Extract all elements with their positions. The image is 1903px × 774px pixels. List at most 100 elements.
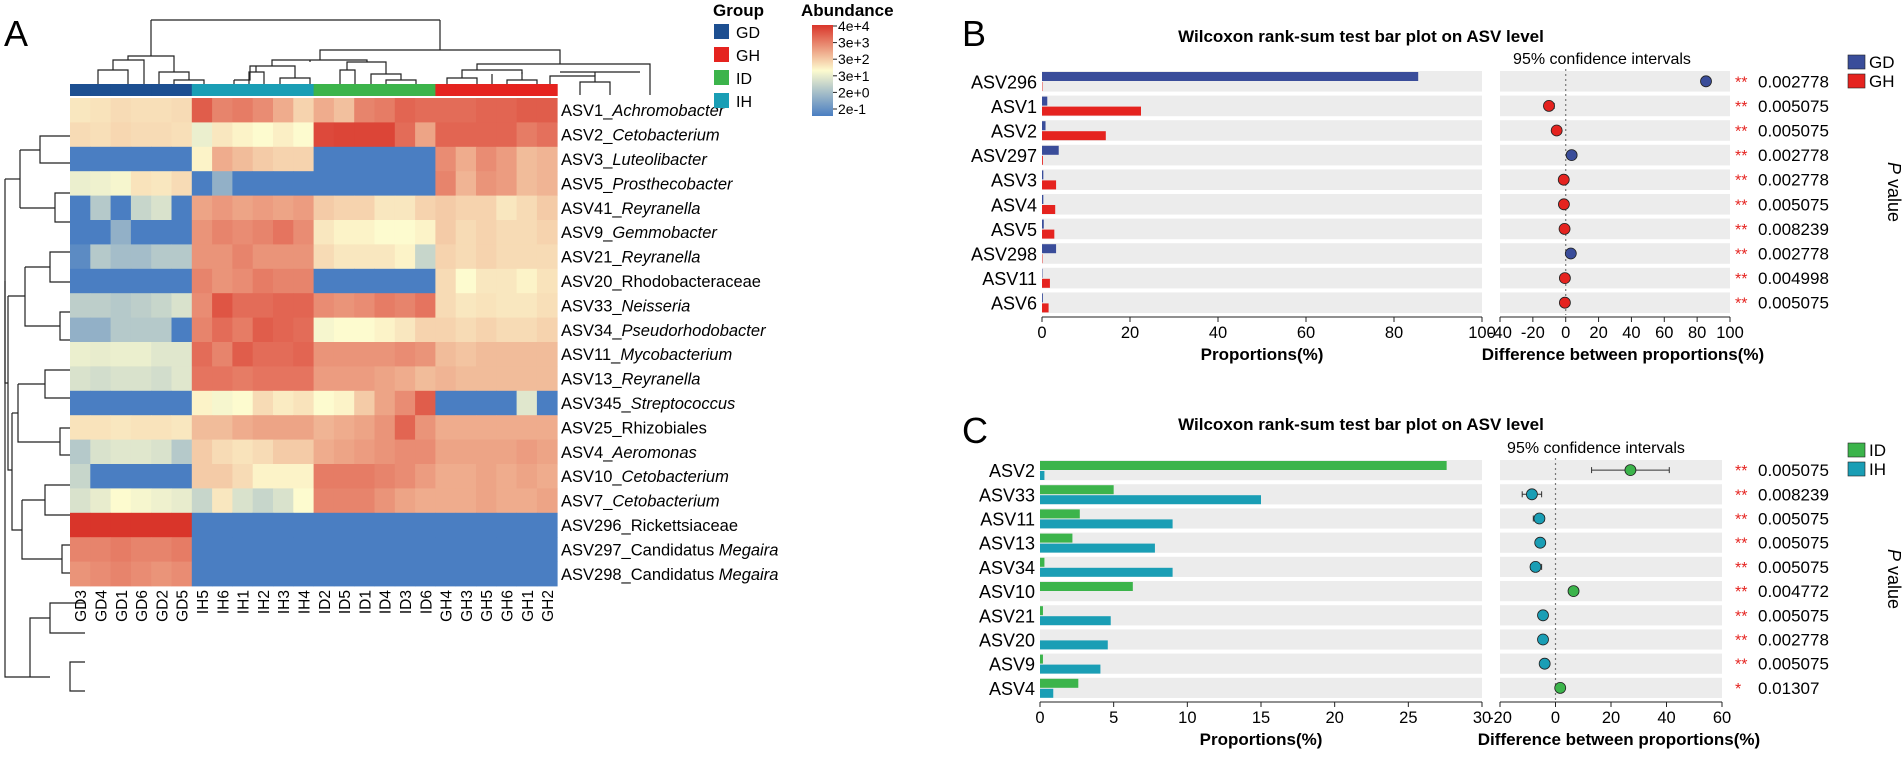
diff-tick-label: 40 (1622, 324, 1640, 342)
heatmap-cell (212, 122, 233, 148)
heatmap-cell (273, 293, 294, 318)
significance-stars: ** (1735, 512, 1747, 529)
heatmap-cell (212, 415, 233, 440)
heatmap-cell (394, 537, 416, 562)
heatmap-cell (130, 317, 152, 343)
bar-id (1040, 654, 1043, 664)
group-legend-swatch (714, 70, 729, 85)
category-label: ASV2 (989, 461, 1035, 481)
p-value: 0.01307 (1758, 679, 1819, 698)
heatmap-cell (333, 195, 355, 221)
heatmap-cell (273, 146, 294, 172)
significance-stars: ** (1735, 222, 1747, 239)
heatmap-cell (273, 488, 294, 514)
heatmap-cell (516, 268, 538, 294)
group-legend-swatch (714, 47, 729, 62)
heatmap-cell (110, 439, 132, 465)
bar-ih (1040, 495, 1261, 505)
bar-ih (1040, 567, 1173, 577)
heatmap-cell (435, 390, 457, 416)
heatmap-cell (191, 415, 213, 440)
heatmap-cell (496, 98, 517, 123)
heatmap-cell (516, 561, 538, 587)
heatmap-cell (536, 366, 558, 392)
group-bar-segment (273, 84, 294, 96)
group-bar-segment (212, 84, 233, 96)
heatmap-cell (516, 488, 538, 514)
row-band (1042, 243, 1482, 264)
heatmap-cell (130, 439, 152, 465)
heatmap-cell (232, 98, 254, 123)
heatmap-cell (252, 439, 274, 465)
diff-tick-label: 40 (1657, 709, 1675, 727)
heatmap-cell (151, 415, 172, 440)
p-value: 0.005075 (1758, 461, 1829, 480)
heatmap-cell (252, 464, 274, 489)
heatmap-cell (70, 415, 91, 440)
heatmap-cell (354, 537, 375, 562)
heatmap-cell (476, 244, 497, 270)
abundance-tick-label: 3e+1 (838, 68, 870, 84)
heatmap-cell (171, 342, 193, 367)
p-value: 0.008239 (1758, 485, 1829, 504)
heatmap-cell (394, 122, 416, 148)
p-value-axis-label: P value (1884, 549, 1903, 609)
heatmap-cell (415, 415, 436, 440)
diff-row-band (1500, 581, 1722, 602)
diff-point (1537, 633, 1549, 646)
heatmap-cell (232, 512, 254, 538)
heatmap-cell (476, 98, 497, 123)
group-legend-label: IH (736, 94, 752, 111)
heatmap-cell (496, 122, 517, 148)
row-label-taxon: Gemmobacter (612, 224, 718, 242)
row-label-taxon: Reyranella (622, 249, 701, 267)
row-label: ASV296_Rickettsiaceae (561, 517, 738, 535)
p-value-axis-label-italic: P (1884, 549, 1903, 561)
heatmap-cell (191, 512, 213, 538)
row-label-id: ASV2_ (561, 127, 613, 145)
category-label: ASV21 (979, 606, 1035, 626)
row-label: ASV41_Reyranella (561, 200, 700, 218)
row-label-id: ASV1_ (561, 102, 613, 120)
diff-tick-label: 80 (1688, 324, 1706, 342)
panel-c-ci-subtitle: 95% confidence intervals (1507, 440, 1685, 457)
heatmap-cell (110, 488, 132, 514)
column-label: GD3 (73, 590, 90, 622)
heatmap-cell (293, 488, 314, 514)
heatmap-cell (455, 390, 477, 416)
heatmap-cell (415, 537, 436, 562)
heatmap-cell (516, 512, 538, 538)
heatmap-cell (212, 268, 233, 294)
heatmap-cell (415, 220, 436, 245)
heatmap-cell (536, 171, 558, 196)
abundance-colorbar (812, 25, 833, 116)
heatmap-cell (496, 488, 517, 514)
heatmap-cell (252, 244, 274, 270)
heatmap-cell (70, 195, 91, 221)
bar-ih (1040, 616, 1111, 626)
heatmap-cell (394, 98, 416, 123)
row-label-id: ASV3_ (561, 151, 613, 169)
row-band (1040, 605, 1482, 626)
diff-tick-label: 20 (1589, 324, 1607, 342)
heatmap-cell (374, 171, 396, 196)
heatmap-cell (333, 488, 355, 514)
column-label: GH5 (479, 590, 496, 622)
x-tick-label: 40 (1209, 324, 1227, 342)
row-band (1042, 267, 1482, 289)
row-label: ASV1_Achromobacter (561, 102, 726, 120)
heatmap-cell (191, 195, 213, 221)
heatmap-cell (313, 122, 335, 148)
heatmap-cell (252, 122, 274, 148)
heatmap-cell (354, 195, 375, 221)
heatmap-cell (536, 195, 558, 221)
heatmap-cell (313, 366, 335, 392)
heatmap-cell (70, 464, 91, 489)
panel-c: Wilcoxon rank-sum test bar plot on ASV l… (979, 415, 1903, 749)
heatmap-cell (110, 366, 132, 392)
heatmap-cell (212, 293, 233, 318)
diff-tick-label: 60 (1655, 324, 1673, 342)
heatmap-cell (110, 268, 132, 294)
heatmap-cell (354, 561, 375, 587)
heatmap-cell (273, 122, 294, 148)
